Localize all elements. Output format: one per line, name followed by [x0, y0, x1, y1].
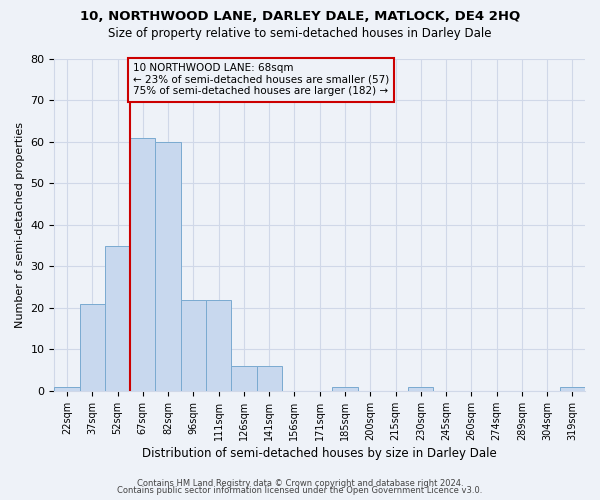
Bar	[105, 246, 130, 391]
Bar	[181, 300, 206, 391]
Text: 10, NORTHWOOD LANE, DARLEY DALE, MATLOCK, DE4 2HQ: 10, NORTHWOOD LANE, DARLEY DALE, MATLOCK…	[80, 10, 520, 23]
Text: Contains public sector information licensed under the Open Government Licence v3: Contains public sector information licen…	[118, 486, 482, 495]
X-axis label: Distribution of semi-detached houses by size in Darley Dale: Distribution of semi-detached houses by …	[142, 447, 497, 460]
Bar	[80, 304, 105, 391]
Bar	[130, 138, 155, 391]
Text: Contains HM Land Registry data © Crown copyright and database right 2024.: Contains HM Land Registry data © Crown c…	[137, 478, 463, 488]
Y-axis label: Number of semi-detached properties: Number of semi-detached properties	[15, 122, 25, 328]
Bar	[155, 142, 181, 391]
Bar	[55, 387, 80, 391]
Bar	[332, 387, 358, 391]
Text: Size of property relative to semi-detached houses in Darley Dale: Size of property relative to semi-detach…	[108, 28, 492, 40]
Bar	[257, 366, 282, 391]
Bar	[408, 387, 433, 391]
Text: 10 NORTHWOOD LANE: 68sqm
← 23% of semi-detached houses are smaller (57)
75% of s: 10 NORTHWOOD LANE: 68sqm ← 23% of semi-d…	[133, 63, 389, 96]
Bar	[560, 387, 585, 391]
Bar	[206, 300, 231, 391]
Bar	[231, 366, 257, 391]
